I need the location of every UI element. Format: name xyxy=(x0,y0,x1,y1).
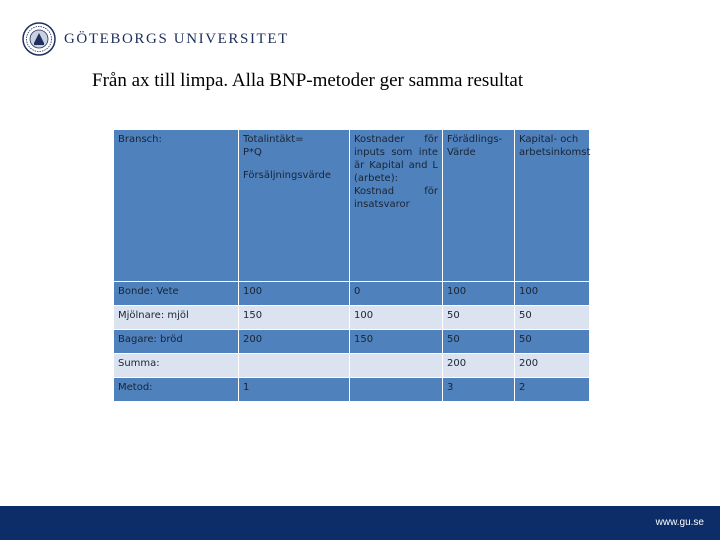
table-cell xyxy=(349,353,443,378)
university-seal-icon xyxy=(22,22,56,56)
header-sublabel: P*Q xyxy=(243,147,262,158)
table-cell: 0 xyxy=(349,281,443,306)
university-name: GÖTEBORGS UNIVERSITET xyxy=(64,30,289,47)
header-label: Bransch: xyxy=(118,134,162,145)
table-row: Mjölnare: mjöl 150 100 50 50 xyxy=(113,305,590,330)
header-label: Kostnader för inputs som inte är Kapital… xyxy=(354,134,438,210)
table-row: Bagare: bröd 200 150 50 50 xyxy=(113,329,590,354)
table-cell: 100 xyxy=(349,305,443,330)
table-cell xyxy=(238,353,350,378)
table-cell: Mjölnare: mjöl xyxy=(113,305,239,330)
header-cell-factor-income: Kapital- och arbetsinkomst xyxy=(514,129,591,282)
university-logo: GÖTEBORGS UNIVERSITET xyxy=(22,22,289,56)
table-cell: Metod: xyxy=(113,377,239,402)
table-cell: Summa: xyxy=(113,353,239,378)
header-cell-bransch: Bransch: xyxy=(113,129,239,282)
table-cell: Bagare: bröd xyxy=(113,329,239,354)
table-cell: 100 xyxy=(514,281,590,306)
table-row: Metod: 1 3 2 xyxy=(113,377,590,402)
table-cell: 100 xyxy=(238,281,350,306)
header-cell-input-costs: Kostnader för inputs som inte är Kapital… xyxy=(349,129,443,282)
header-label: Totalintäkt= xyxy=(243,134,304,145)
header-sublabel: Försäljningsvärde xyxy=(243,170,332,181)
table-cell: 100 xyxy=(442,281,515,306)
table-cell: 150 xyxy=(349,329,443,354)
table-cell: 150 xyxy=(238,305,350,330)
table-cell: 200 xyxy=(238,329,350,354)
table-cell: Bonde: Vete xyxy=(113,281,239,306)
header-cell-total-revenue: Totalintäkt= P*Q Försäljningsvärde xyxy=(238,129,350,282)
table-cell: 50 xyxy=(442,305,515,330)
table-row: Summa: 200 200 xyxy=(113,353,590,378)
table-cell: 50 xyxy=(442,329,515,354)
value-added-table: Bransch: Totalintäkt= P*Q Försäljningsvä… xyxy=(113,129,590,402)
table-cell: 200 xyxy=(442,353,515,378)
table-cell: 1 xyxy=(238,377,350,402)
table-cell: 50 xyxy=(514,329,590,354)
table-header-row: Bransch: Totalintäkt= P*Q Försäljningsvä… xyxy=(113,129,591,282)
table-cell: 3 xyxy=(442,377,515,402)
table-cell: 2 xyxy=(514,377,590,402)
table-cell: 200 xyxy=(514,353,590,378)
header-label: Förädlings-Värde xyxy=(447,134,503,158)
header-label: Kapital- och arbetsinkomst xyxy=(519,134,591,158)
header-cell-value-added: Förädlings-Värde xyxy=(442,129,515,282)
slide-title: Från ax till limpa. Alla BNP-metoder ger… xyxy=(92,70,524,91)
table-cell xyxy=(349,377,443,402)
footer-bar: www.gu.se xyxy=(0,506,720,540)
footer-url[interactable]: www.gu.se xyxy=(655,517,704,528)
table-cell: 50 xyxy=(514,305,590,330)
table-row: Bonde: Vete 100 0 100 100 xyxy=(113,281,590,306)
